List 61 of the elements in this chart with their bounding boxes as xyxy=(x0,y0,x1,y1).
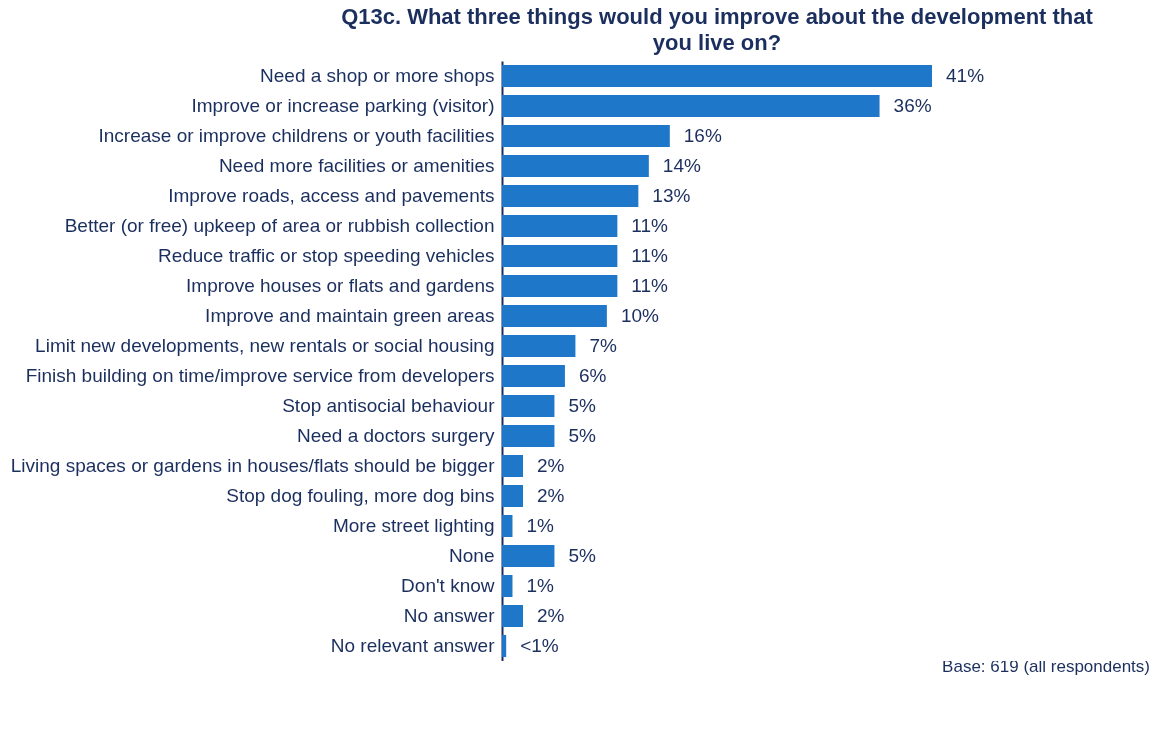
data-label: 5% xyxy=(568,545,597,566)
y-tick-label: Reduce traffic or stop speeding vehicles xyxy=(157,245,495,266)
data-label: 13% xyxy=(652,185,691,206)
data-label: 2% xyxy=(536,605,565,626)
bar xyxy=(502,305,607,327)
bar xyxy=(502,455,523,477)
bar xyxy=(502,485,523,507)
y-tick-label: More street lighting xyxy=(332,515,495,536)
y-tick-label: Improve or increase parking (visitor) xyxy=(191,95,495,116)
chart-title: Q13c. What three things would you improve about the development that you live on? xyxy=(341,4,1094,55)
y-tick-label: Better (or free) upkeep of area or rubbish collection xyxy=(64,215,495,236)
data-label: 11% xyxy=(631,245,669,266)
data-label: 7% xyxy=(589,335,617,356)
bar xyxy=(502,125,670,147)
data-label: 16% xyxy=(683,125,722,146)
bar xyxy=(502,575,513,597)
y-tick-label: Need a doctors surgery xyxy=(297,425,495,446)
y-tick-label: Limit new developments, new rentals or social housing xyxy=(35,335,495,356)
y-tick-label: Finish building on time/improve service from developers xyxy=(25,365,495,386)
y-tick-label: Improve and maintain green areas xyxy=(205,305,495,326)
y-tick-label: None xyxy=(449,545,495,566)
y-tick-label: No relevant answer xyxy=(330,635,496,656)
bar xyxy=(502,245,618,267)
y-tick-label: Increase or improve childrens or youth facilities xyxy=(98,125,495,146)
data-label: 1% xyxy=(526,515,555,536)
y-tick-label: Improve houses or flats and gardens xyxy=(186,275,495,296)
data-label: <1% xyxy=(520,635,559,656)
data-label: 2% xyxy=(536,455,565,476)
bar xyxy=(502,635,507,657)
y-tick-label: Don't know xyxy=(401,575,495,596)
data-label: 5% xyxy=(568,395,597,416)
y-tick-label: No answer xyxy=(403,605,496,626)
bar xyxy=(502,275,618,297)
bar xyxy=(502,65,932,87)
data-label: 41% xyxy=(946,65,985,86)
data-label: 2% xyxy=(536,485,565,506)
y-tick-label: Living spaces or gardens in houses/flats should be bigger xyxy=(10,455,496,476)
bar xyxy=(502,335,576,357)
data-label: 11% xyxy=(631,215,669,236)
data-label: 5% xyxy=(568,425,597,446)
bar xyxy=(502,515,513,537)
y-tick-label: Improve roads, access and pavements xyxy=(168,185,495,206)
y-tick-label: Stop antisocial behaviour xyxy=(282,395,496,416)
bar xyxy=(502,185,639,207)
data-label: 6% xyxy=(578,365,607,386)
bar xyxy=(502,545,555,567)
data-label: 10% xyxy=(620,305,660,326)
bar xyxy=(502,395,555,417)
data-label: 1% xyxy=(526,575,555,596)
bar xyxy=(502,215,618,237)
data-label: 14% xyxy=(662,155,701,176)
bar xyxy=(502,605,523,627)
bar xyxy=(502,155,649,177)
data-label: 11% xyxy=(631,275,669,296)
bar xyxy=(502,95,880,117)
y-tick-label: Need a shop or more shops xyxy=(260,65,495,86)
bar xyxy=(502,425,555,447)
y-tick-label: Stop dog fouling, more dog bins xyxy=(226,485,495,506)
data-label: 36% xyxy=(893,95,932,116)
bar xyxy=(502,365,565,387)
y-tick-label: Need more facilities or amenities xyxy=(218,155,495,176)
